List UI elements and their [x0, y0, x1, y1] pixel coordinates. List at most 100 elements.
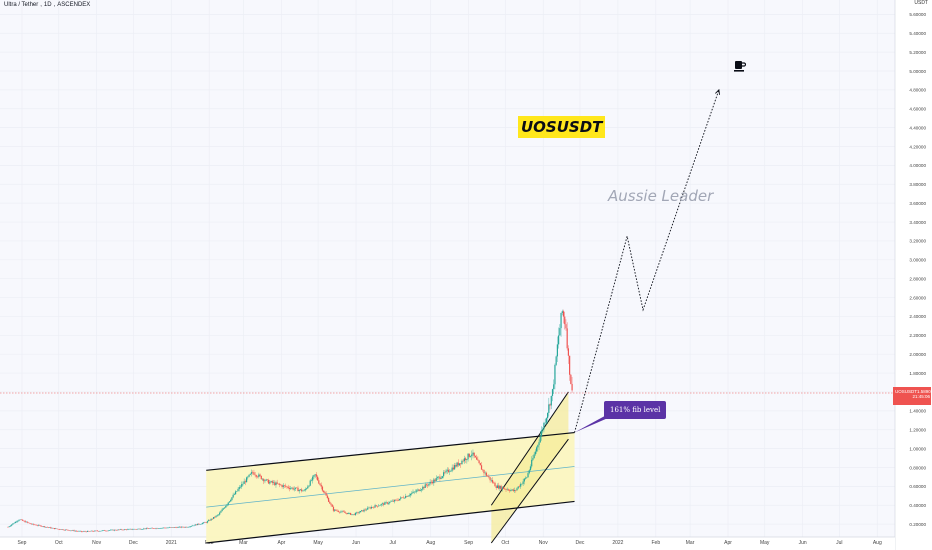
candle-body [526, 477, 528, 478]
candle-body [569, 355, 571, 375]
channel-fill [206, 432, 575, 543]
candle-body [345, 512, 347, 514]
candle-body [133, 529, 135, 530]
candle-body [143, 528, 145, 530]
candle-body [51, 527, 53, 529]
candle-body [347, 513, 349, 514]
candle-body [233, 494, 235, 495]
y-tick-label: 5.40000 [909, 31, 926, 36]
candle-body [291, 487, 293, 489]
x-tick-label: Oct [55, 540, 63, 546]
candle-body [197, 523, 199, 526]
candle-body [483, 469, 485, 474]
channel-upper-line[interactable] [206, 431, 575, 471]
price-tag-countdown: 21:45:06 [912, 394, 930, 399]
candle-body [209, 520, 211, 521]
candle-body [411, 493, 413, 494]
candle-body [293, 488, 295, 490]
candle-body [234, 491, 237, 495]
candle-body [257, 476, 259, 478]
breakout-lower-line[interactable] [490, 438, 569, 544]
candle-body [67, 529, 69, 531]
projection-path[interactable] [574, 89, 720, 433]
candle-body [225, 505, 227, 508]
candle-body [150, 527, 152, 529]
candle-body [99, 531, 101, 532]
candle-body [7, 526, 9, 528]
candle-body [331, 504, 333, 507]
candle-body [72, 530, 74, 531]
author-credit-label[interactable]: Aussie Leader [608, 187, 714, 205]
candle-body [118, 529, 120, 531]
candle-body [57, 528, 59, 530]
candle-body [461, 460, 463, 465]
pair-title-label[interactable]: UOSUSDT [518, 116, 606, 138]
candle-body [95, 530, 97, 532]
y-tick-label: 1.20000 [909, 428, 926, 433]
candle-body [168, 527, 171, 528]
candle-body [429, 481, 431, 484]
candle-body [53, 528, 56, 529]
candle-body [146, 528, 149, 529]
candle-body [502, 487, 505, 489]
candle-body [469, 456, 472, 457]
candle-body [341, 511, 343, 512]
candle-body [22, 519, 24, 521]
y-tick-label: 2.00000 [909, 352, 926, 357]
candle-body [450, 470, 452, 472]
candle-body [378, 505, 380, 507]
y-tick-label: 4.20000 [909, 144, 926, 149]
candle-body [326, 495, 328, 498]
candle-body [305, 488, 308, 490]
candle-body [9, 525, 12, 527]
candle-body [488, 476, 490, 478]
candle-body [405, 496, 407, 498]
candle-body [83, 531, 85, 532]
candle-body [230, 500, 232, 502]
candle-body [478, 460, 480, 464]
y-tick-label: 0.20000 [909, 522, 926, 527]
candle-body [26, 521, 29, 523]
candle-body [439, 476, 441, 479]
candle-body [412, 491, 414, 494]
candle-body [60, 529, 62, 530]
channel-lower-line[interactable] [206, 500, 575, 544]
candle-body [457, 462, 459, 466]
header-exchange: ASCENDEX [57, 2, 91, 8]
candle-body [338, 511, 341, 513]
y-tick-label: 4.00000 [909, 163, 926, 168]
candle-body [111, 529, 113, 531]
candle-body [368, 507, 370, 509]
candle-body [282, 485, 284, 487]
candle-body [528, 470, 530, 474]
candle-body [165, 527, 167, 529]
candle-body [127, 529, 129, 530]
candle-body [549, 404, 551, 406]
breakout-upper-line[interactable] [490, 391, 569, 506]
candle-body [447, 469, 450, 473]
x-tick-label: Mar [239, 540, 248, 546]
candle-body [491, 479, 494, 483]
candle-body [534, 451, 536, 455]
fib-level-callout[interactable]: 161% fib level [604, 401, 667, 419]
x-tick-label: Aug [873, 540, 882, 546]
candle-body [354, 512, 357, 515]
candle-body [62, 529, 64, 530]
candle-body [139, 528, 141, 530]
candle-body [37, 525, 40, 526]
candle-body [77, 531, 79, 532]
candle-body [433, 479, 435, 484]
candle-body [441, 476, 443, 478]
candle-body [511, 489, 513, 491]
candle-body [387, 503, 390, 504]
candle-body [35, 524, 37, 526]
candle-body [182, 526, 184, 528]
candle-body [548, 404, 550, 413]
candle-body [34, 524, 36, 526]
candle-body [489, 477, 491, 481]
candle-body [96, 530, 98, 532]
candle-body [364, 509, 366, 511]
candle-body [442, 472, 445, 477]
x-tick-label: Apr [724, 540, 732, 546]
